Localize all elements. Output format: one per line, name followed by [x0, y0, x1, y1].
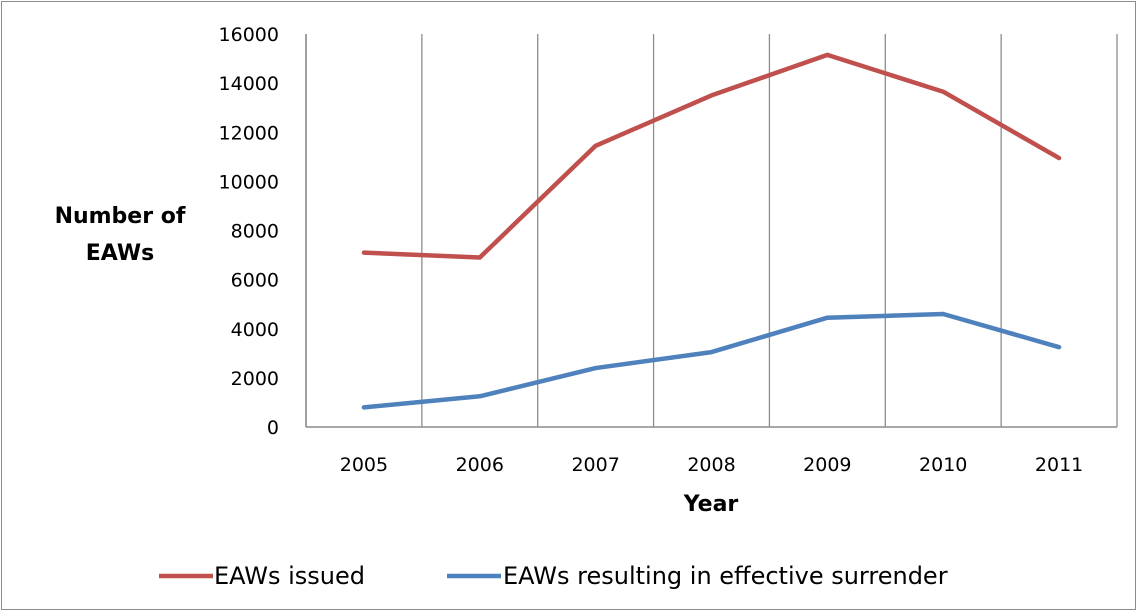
- y-tick-label: 0: [267, 417, 279, 439]
- x-tick-label: 2011: [1035, 454, 1083, 476]
- x-tick-label: 2005: [340, 454, 388, 476]
- y-axis-title-line-1: Number of: [55, 204, 186, 229]
- y-tick-label: 14000: [219, 73, 279, 95]
- legend-label-eaws-surrender: EAWs resulting in effective surrender: [503, 562, 948, 590]
- series-line-1: [361, 311, 1062, 410]
- y-tick-label: 6000: [231, 270, 279, 292]
- x-tick-labels: 2005 2006 2007 2008 2009 2010 2011: [340, 454, 1084, 476]
- y-tick-label: 16000: [219, 24, 279, 46]
- x-tick-label: 2007: [571, 454, 619, 476]
- x-axis-title: Year: [683, 492, 739, 517]
- legend-label-eaws-issued: EAWs issued: [214, 562, 365, 590]
- x-tick-label: 2008: [687, 454, 735, 476]
- y-tick-label: 12000: [219, 122, 279, 144]
- y-axis-title-line-2: EAWs: [86, 241, 154, 266]
- y-tick-label: 8000: [231, 221, 279, 243]
- legend: EAWs issued EAWs resulting in effective …: [159, 562, 948, 590]
- gridlines: [305, 34, 1118, 427]
- y-tick-label: 4000: [231, 319, 279, 341]
- series-line-0: [361, 52, 1062, 260]
- y-tick-label: 10000: [219, 171, 279, 193]
- x-tick-label: 2009: [803, 454, 851, 476]
- x-tick-label: 2006: [456, 454, 504, 476]
- y-tick-label: 2000: [231, 368, 279, 390]
- series-lines: [361, 52, 1062, 410]
- y-tick-labels: 0 2000 4000 6000 8000 10000 12000 14000 16000: [219, 24, 279, 439]
- x-tick-label: 2010: [919, 454, 967, 476]
